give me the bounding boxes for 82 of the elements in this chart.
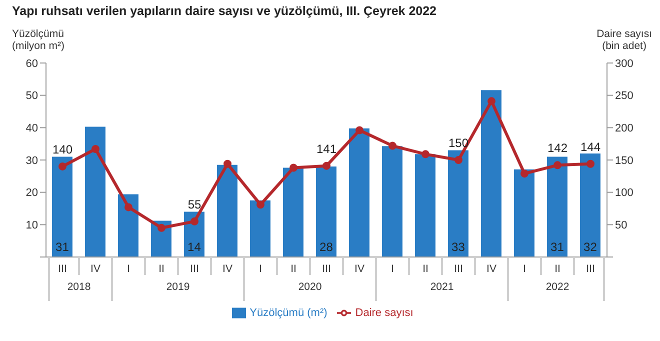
x-tick-label: IV <box>486 263 496 275</box>
bar <box>85 126 106 257</box>
bar <box>217 164 238 257</box>
bar <box>547 156 568 257</box>
bar <box>481 90 502 257</box>
data-label: 140 <box>52 142 73 156</box>
x-tick-label: III <box>586 263 595 275</box>
y2-tick-label: 250 <box>615 90 634 102</box>
point <box>256 200 264 209</box>
x-tick-label: IV <box>222 263 232 275</box>
bar <box>316 166 336 257</box>
y2-tick-label: 150 <box>615 154 634 167</box>
y-tick-label: 40 <box>26 122 38 135</box>
data-label: 141 <box>316 142 337 156</box>
point <box>388 142 396 150</box>
point <box>422 150 430 158</box>
y-tick-label: 60 <box>26 58 38 70</box>
point <box>124 203 132 212</box>
y-tick-label: 20 <box>26 187 38 200</box>
point <box>454 156 462 164</box>
bar <box>118 194 138 257</box>
bar <box>580 154 600 257</box>
point <box>224 160 232 168</box>
data-label: 33 <box>452 240 466 254</box>
y2-axis-title: Daire sayısı (bin adet) <box>596 28 652 52</box>
data-label: 14 <box>188 240 202 254</box>
bar <box>349 128 370 257</box>
x-tick-label: II <box>554 263 560 275</box>
point <box>92 145 100 154</box>
legend-label: Daire sayısı <box>355 306 414 319</box>
y2-tick-label: 50 <box>615 220 628 232</box>
x-tick-label: II <box>290 263 296 275</box>
text: 2020 <box>297 281 323 293</box>
text: 2019 <box>165 281 191 293</box>
point <box>58 162 66 170</box>
x-tick-label: IV <box>354 263 364 275</box>
x-tick-label: III <box>454 263 463 275</box>
x-tick-label: I <box>259 263 262 275</box>
x-tick-label: II <box>422 263 428 275</box>
bar <box>382 146 402 257</box>
y-tick-label: 30 <box>26 154 38 167</box>
y-tick-label: 50 <box>26 90 38 102</box>
data-label: 144 <box>580 140 601 154</box>
bar <box>415 154 436 257</box>
data-label: 55 <box>188 197 202 212</box>
y2-tick-label: 200 <box>615 122 634 135</box>
bar <box>283 168 304 257</box>
bar <box>250 200 270 257</box>
x-tick-label: III <box>58 263 67 275</box>
chart-title: Yapı ruhsatı verilen yapıların daire sayısı ve yüzölçümü, III. Çeyrek 2022 <box>12 4 437 18</box>
point <box>158 224 166 232</box>
text: 2018 <box>66 281 92 293</box>
data-label: 32 <box>584 240 598 254</box>
legend-label: Yüzölçümü (m²) <box>250 306 328 319</box>
point <box>520 170 528 178</box>
x-tick-label: II <box>158 263 164 275</box>
x-tick-label: I <box>391 263 394 275</box>
bar <box>514 169 534 257</box>
y2-tick-label: 100 <box>615 187 634 200</box>
y-tick-label: 10 <box>26 220 38 232</box>
x-tick-label: III <box>322 263 331 275</box>
x-tick-label: I <box>523 263 526 275</box>
x-tick-label: IV <box>90 263 100 275</box>
point <box>190 217 198 226</box>
x-tick-label: I <box>127 263 130 275</box>
point <box>488 97 496 106</box>
bar <box>448 150 468 257</box>
y2-tick-label: 300 <box>615 58 634 70</box>
data-label: 31 <box>56 240 70 254</box>
y-axis-title: Yüzölçümü (milyon m²) <box>12 28 64 52</box>
text: 2021 <box>429 281 455 293</box>
point <box>554 161 562 170</box>
text: 2022 <box>544 281 570 293</box>
point <box>356 126 364 134</box>
bar <box>52 156 72 257</box>
x-tick-label: III <box>190 263 199 275</box>
point <box>290 164 298 172</box>
point <box>322 162 330 170</box>
point <box>586 160 594 168</box>
data-label: 31 <box>550 240 564 254</box>
data-label: 28 <box>320 240 334 254</box>
data-label: 142 <box>547 141 568 156</box>
